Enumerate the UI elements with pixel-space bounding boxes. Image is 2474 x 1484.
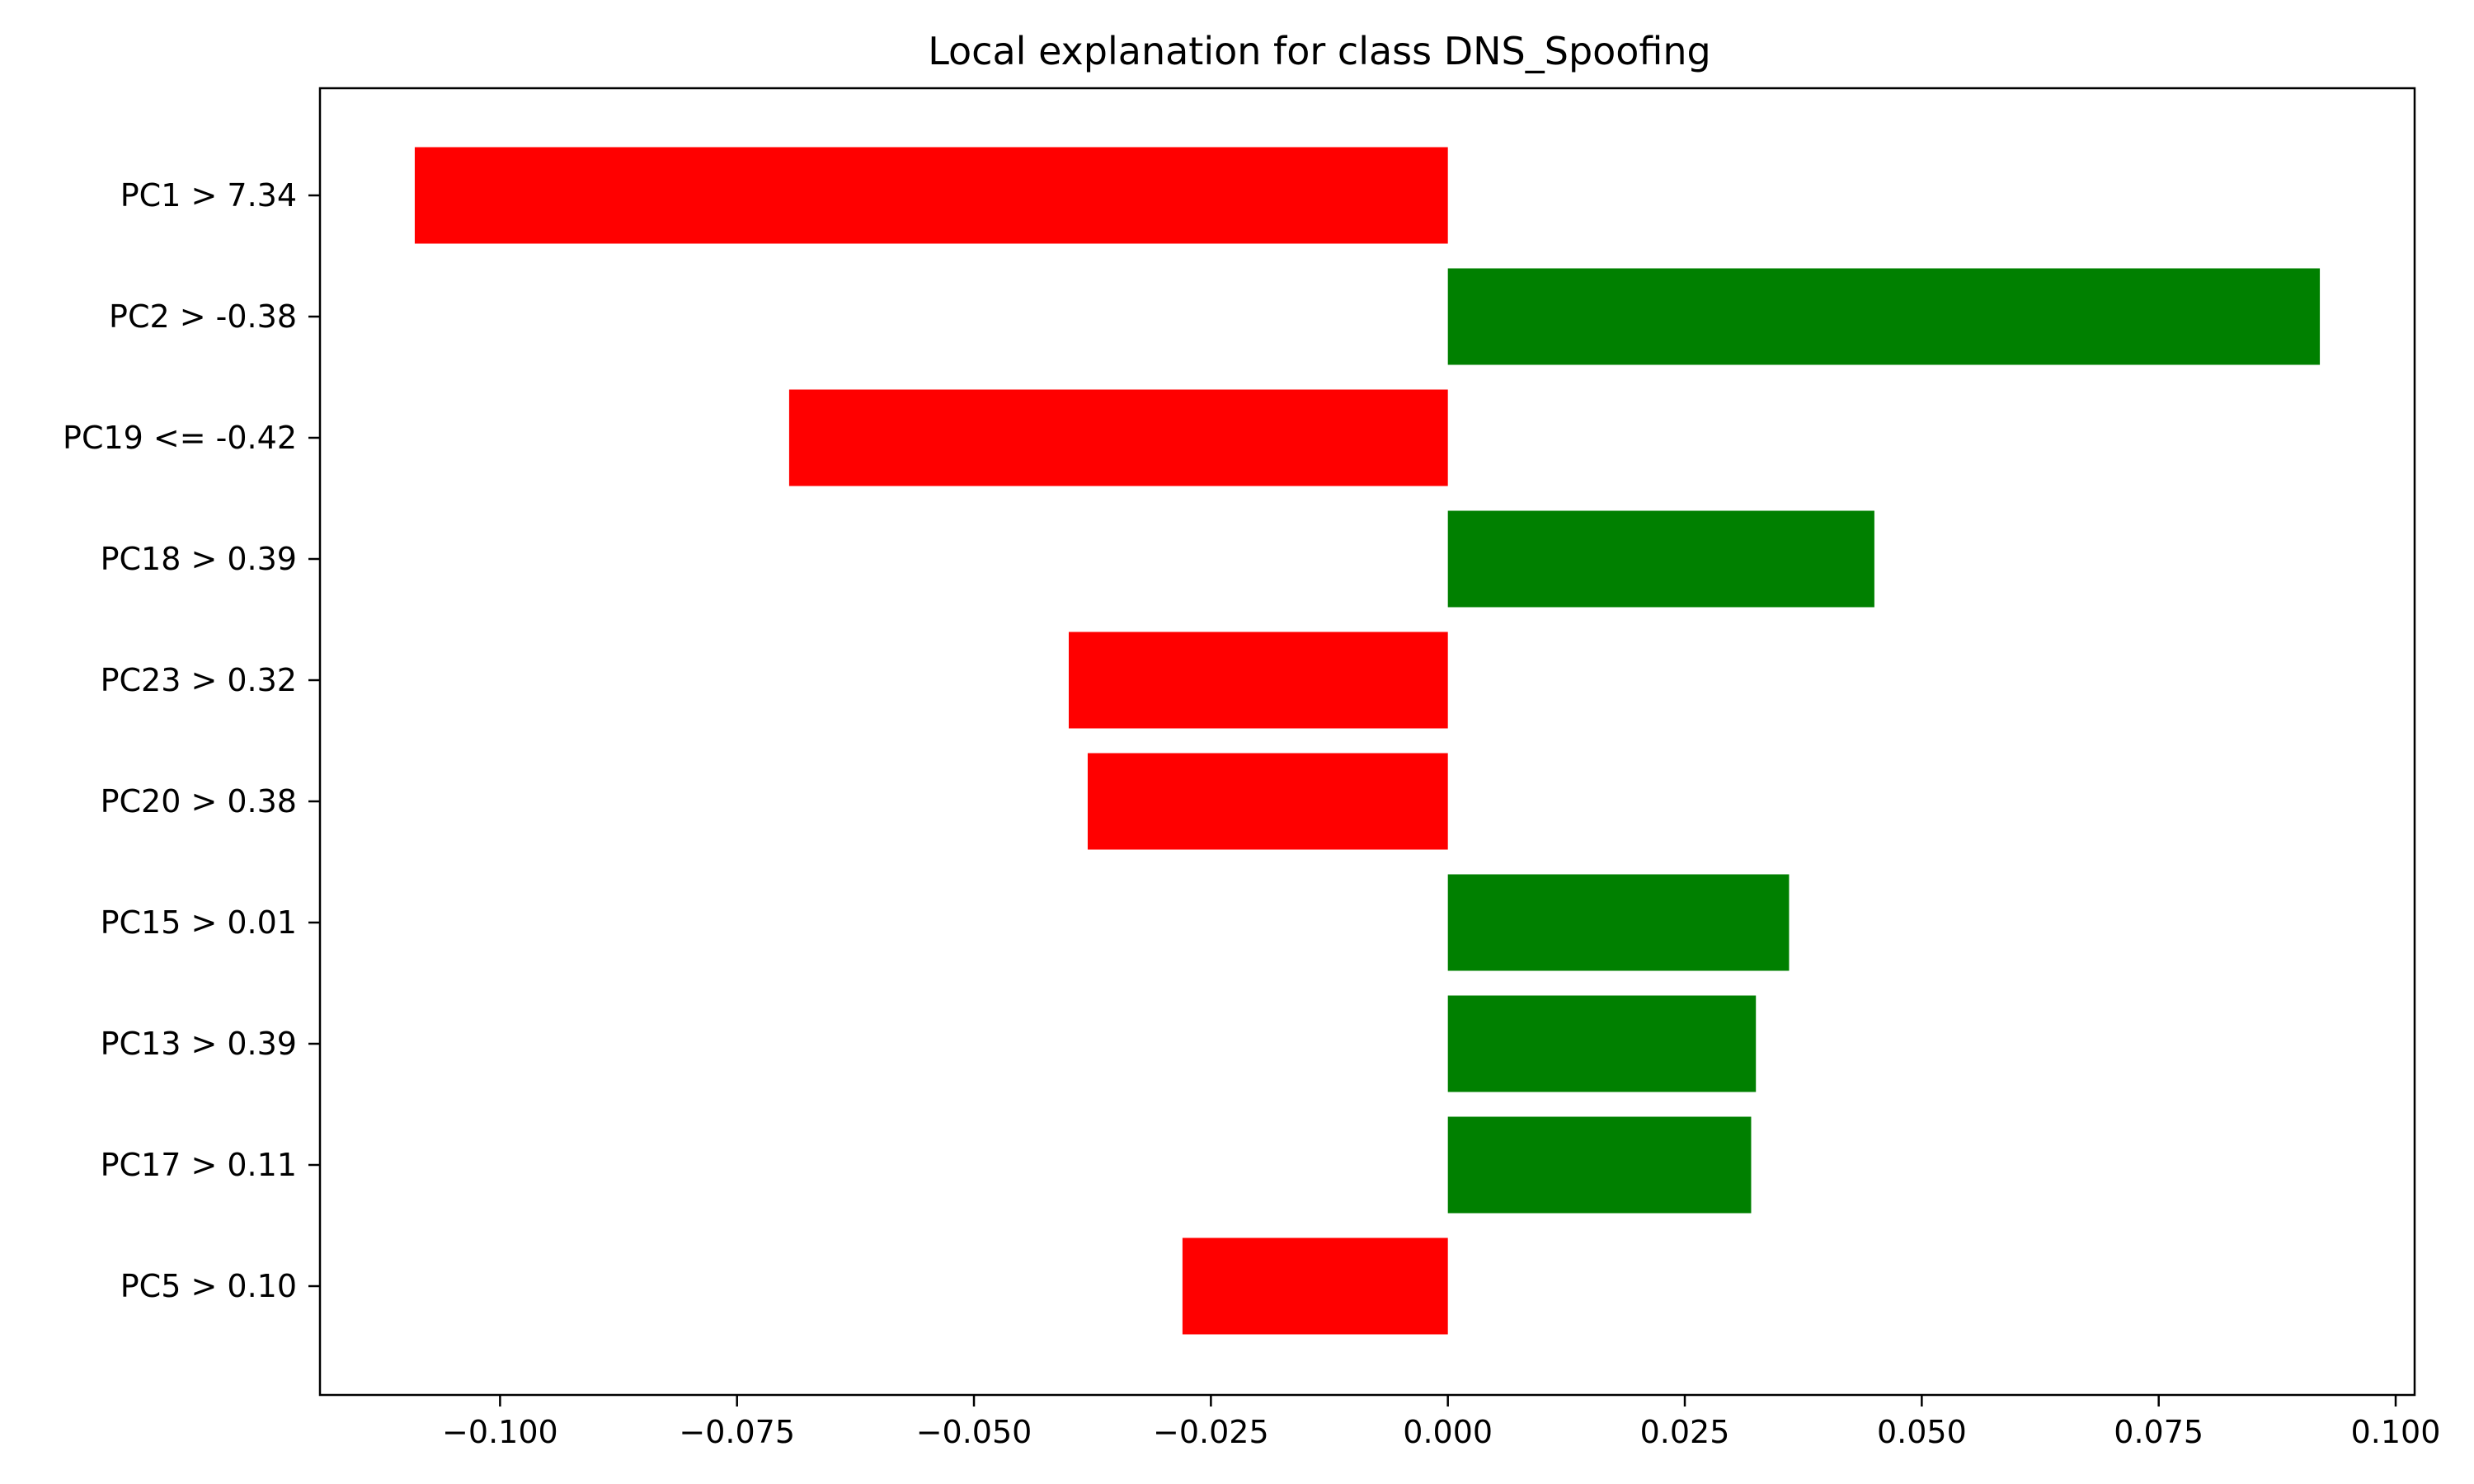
x-tick-label: −0.100: [442, 1414, 558, 1450]
x-tick-label: −0.050: [916, 1414, 1032, 1450]
bar: [414, 147, 1448, 244]
bar: [1182, 1237, 1448, 1335]
y-tick-label: PC1 > 7.34: [120, 177, 297, 214]
plot-frame: [318, 87, 2416, 1397]
y-tick-label: PC13 > 0.39: [101, 1026, 297, 1062]
x-tick-label: 0.000: [1403, 1414, 1493, 1450]
bar: [1447, 874, 1790, 971]
y-tick-label: PC20 > 0.38: [101, 783, 297, 819]
bar: [1068, 632, 1448, 729]
x-tick-label: 0.100: [2351, 1414, 2441, 1450]
bars-group: [414, 147, 2321, 1335]
bar: [1447, 268, 2321, 365]
y-tick-label: PC18 > 0.39: [101, 541, 297, 577]
y-axis-ticks: PC1 > 7.34 PC2 > -0.38 PC19 <= -0.42 PC18 >…: [63, 177, 320, 1304]
x-axis-ticks: −0.100 −0.075 −0.050 −0.025 0.000 0.025 0.050 0…: [442, 1395, 2440, 1450]
bar: [1447, 1116, 1752, 1214]
x-tick-label: −0.025: [1153, 1414, 1269, 1450]
y-tick-label: PC23 > 0.32: [101, 662, 297, 698]
bar: [788, 389, 1448, 486]
y-tick-label: PC19 <= -0.42: [63, 420, 297, 456]
y-tick-label: PC17 > 0.11: [101, 1147, 297, 1183]
y-tick-label: PC5 > 0.10: [120, 1268, 297, 1304]
bar: [1447, 995, 1757, 1092]
chart-title: Local explanation for class DNS_Spoofing: [928, 29, 1711, 73]
y-tick-label: PC2 > -0.38: [109, 298, 297, 335]
bar: [1447, 510, 1874, 608]
x-tick-label: 0.025: [1640, 1414, 1730, 1450]
y-tick-label: PC15 > 0.01: [101, 904, 297, 941]
x-tick-label: 0.075: [2114, 1414, 2204, 1450]
x-tick-label: −0.075: [679, 1414, 795, 1450]
x-tick-label: 0.050: [1877, 1414, 1967, 1450]
bar: [1087, 753, 1448, 850]
